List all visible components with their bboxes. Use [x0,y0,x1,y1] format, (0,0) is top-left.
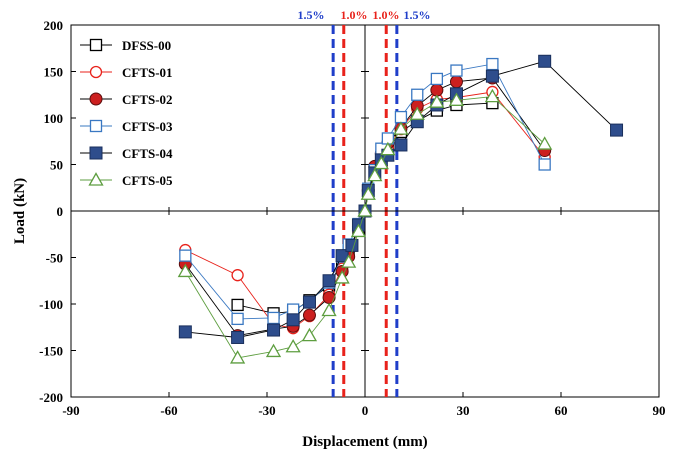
x-tick-label: -60 [160,403,177,418]
data-point [229,350,246,364]
data-point [610,123,624,137]
y-axis-title: Load (kN) [12,178,28,244]
data-point [286,313,300,327]
data-point [267,311,280,325]
data-point [302,295,316,309]
data-point [177,263,193,278]
data-point [231,269,244,282]
x-tick-label: -30 [258,403,275,418]
legend-marker [89,119,103,133]
data-point [411,88,424,101]
x-tick-label: -90 [62,403,79,418]
data-point [231,330,245,344]
x-tick-label: 0 [362,403,369,418]
data-point [430,72,444,86]
data-point [394,110,408,124]
drift-line-label: 1.5% [404,8,431,22]
data-point [367,167,383,182]
drift-line-label: 1.0% [341,8,368,22]
legend-item: CFTS-03 [80,119,173,134]
data-point [360,186,376,200]
y-tick-label: 100 [44,111,64,126]
data-point [285,338,301,353]
data-point [341,254,357,268]
x-axis-title: Displacement (mm) [302,434,427,450]
data-point [357,203,373,217]
y-tick-label: 150 [44,65,64,80]
data-point [301,327,318,342]
data-point [393,121,409,135]
y-tick-label: -50 [46,251,63,266]
legend-label: CFTS-03 [122,119,173,134]
data-point [322,274,336,288]
data-point [485,69,499,83]
data-point [449,75,463,89]
legend-item: CFTS-01 [80,65,173,80]
data-point [538,158,551,171]
legend-item: CFTS-04 [80,146,173,161]
data-point [334,270,350,284]
data-point [345,238,359,252]
data-point [380,141,396,156]
data-point [267,323,281,337]
data-point [350,223,367,238]
data-point [430,83,444,97]
data-point [484,88,501,103]
y-tick-label: -200 [39,390,63,405]
data-point [486,57,499,71]
legend-item: CFTS-05 [80,172,173,188]
data-point [448,92,465,106]
drift-line-label: 1.5% [298,8,325,22]
data-point [321,302,337,317]
legend-label: CFTS-01 [122,65,173,80]
legend-marker [89,38,103,52]
legend-marker [89,146,103,160]
legend-label: CFTS-05 [122,173,173,188]
legend-label: CFTS-04 [122,146,173,161]
data-point [231,298,244,312]
y-tick-label: 0 [57,204,64,219]
data-point [265,343,282,358]
legend-item: CFTS-02 [80,92,173,107]
x-tick-label: 90 [653,403,666,418]
legend-marker [89,65,103,79]
data-point [373,155,389,170]
legend-marker [89,92,103,106]
legend-marker [88,172,104,186]
data-point [231,312,244,326]
data-point [409,106,425,120]
x-tick-label: 60 [555,403,568,418]
legend-item: DFSS-00 [80,38,171,53]
series-cfts-05 [177,88,553,364]
data-point [538,54,552,68]
x-tick-label: 30 [457,403,470,418]
y-tick-label: 50 [50,158,63,173]
data-point [302,308,316,322]
data-point [450,64,463,77]
data-point [537,136,553,150]
y-tick-label: -100 [39,297,63,312]
data-point [429,94,445,108]
legend-label: CFTS-02 [122,92,173,107]
y-tick-label: -150 [39,344,63,359]
drift-line-label: 1.0% [373,8,400,22]
data-point [322,290,336,304]
data-point [394,138,408,152]
legend-label: DFSS-00 [122,38,171,53]
y-tick-label: 200 [44,18,64,33]
data-point [179,249,192,262]
series-line [184,210,366,359]
series-layer [177,54,624,364]
legend: DFSS-00 CFTS-01 CFTS-02 CFTS-03 CFTS-04 CFTS-… [80,38,173,188]
data-point [178,325,192,339]
